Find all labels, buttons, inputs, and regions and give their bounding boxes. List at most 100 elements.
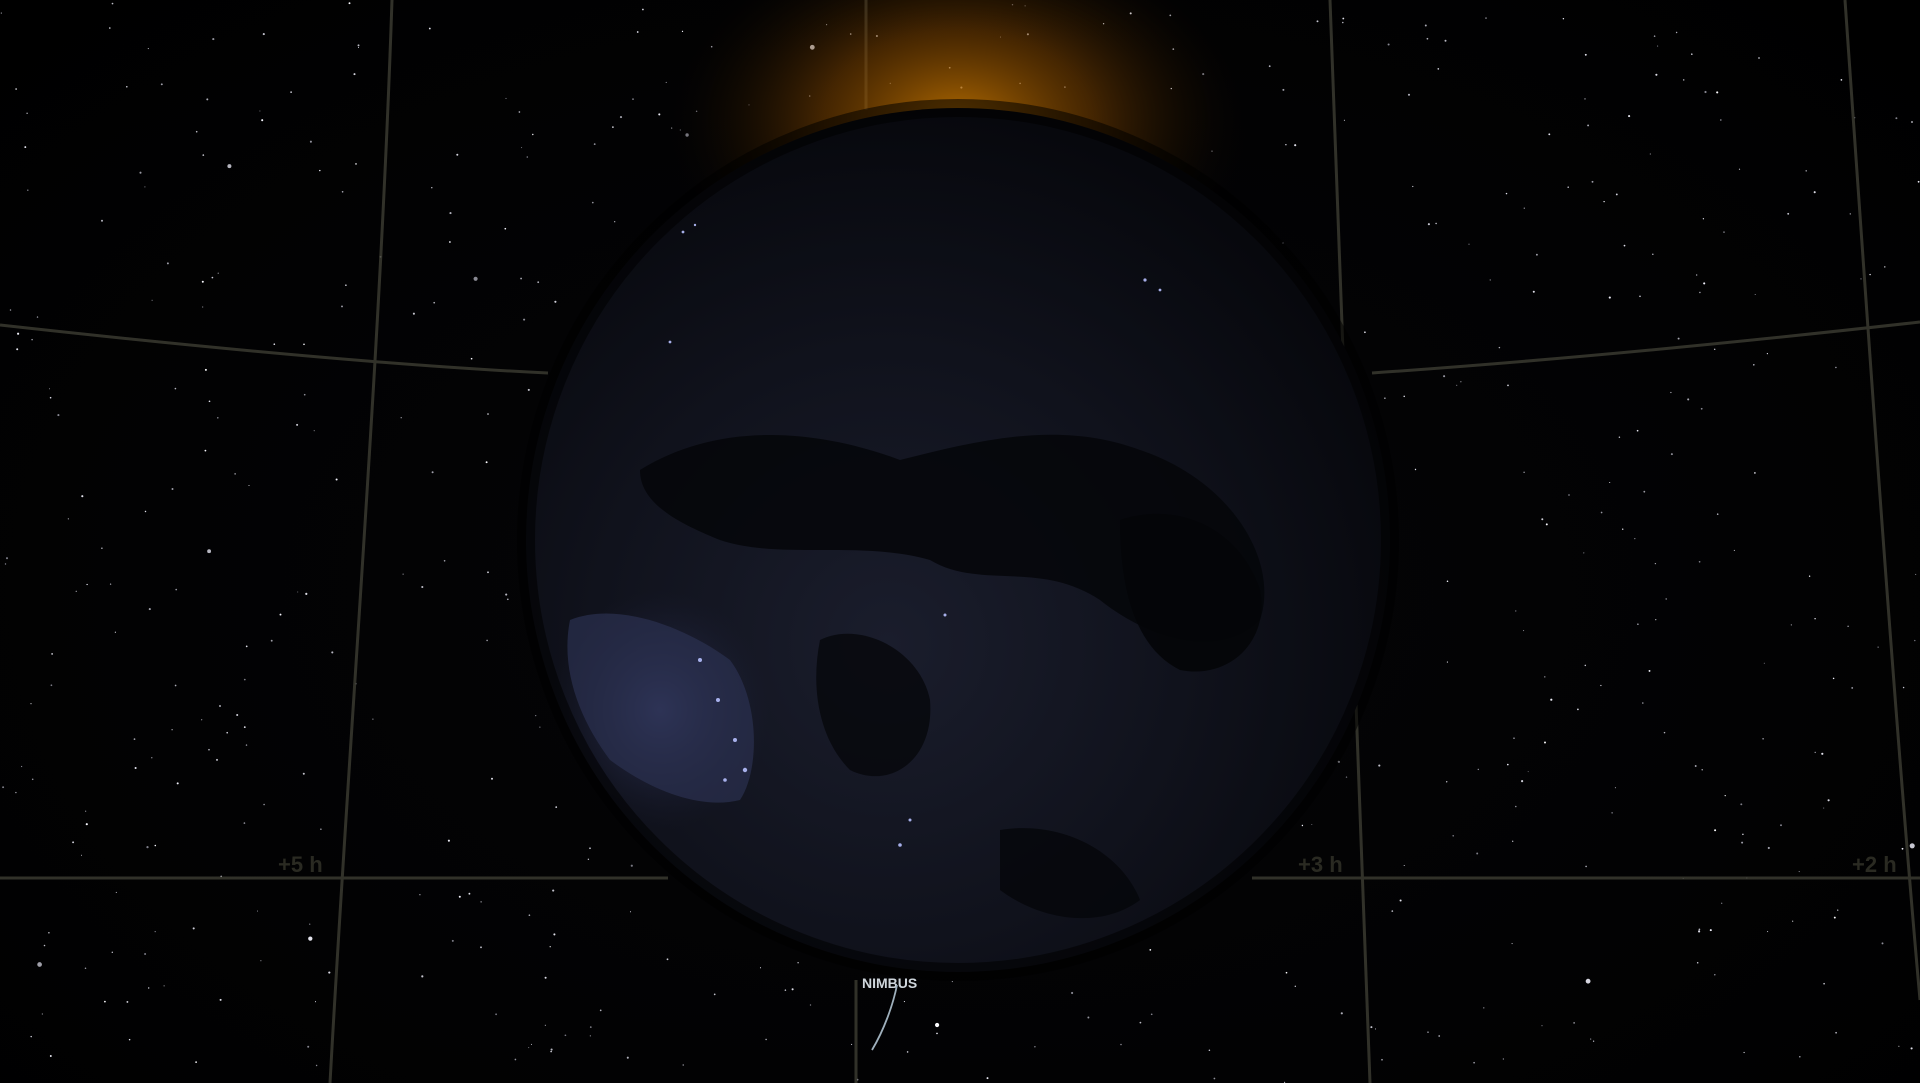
star (207, 549, 212, 554)
satellite-marker-icon[interactable]: NIMBUS (862, 975, 917, 1051)
star (151, 299, 153, 301)
star (1545, 523, 1548, 526)
star (218, 704, 222, 708)
star (1532, 290, 1535, 293)
star (1489, 279, 1491, 281)
star (1544, 676, 1546, 678)
star (1738, 168, 1741, 170)
star (16, 348, 19, 351)
star (1763, 662, 1765, 664)
star (505, 97, 507, 99)
star (1915, 573, 1917, 575)
star (1345, 776, 1348, 778)
star (148, 608, 151, 611)
star (589, 1026, 592, 1028)
star (1485, 17, 1487, 19)
star (520, 277, 523, 280)
star (208, 400, 211, 403)
star (270, 639, 273, 642)
star (1869, 273, 1871, 276)
star (1311, 823, 1313, 826)
star (1523, 630, 1525, 632)
star (1655, 619, 1657, 621)
star (1849, 213, 1852, 215)
star (614, 221, 616, 223)
star (1452, 834, 1455, 837)
star (1611, 812, 1613, 814)
star (30, 703, 32, 705)
star (1139, 1021, 1142, 1024)
star (248, 484, 250, 487)
star (226, 731, 228, 734)
star (1374, 1028, 1377, 1030)
star (84, 967, 87, 970)
star (550, 1050, 552, 1053)
star (109, 583, 112, 585)
star (174, 684, 177, 687)
star (216, 758, 218, 761)
star (487, 413, 489, 415)
star (1823, 982, 1825, 985)
star (428, 27, 431, 30)
star (1435, 222, 1437, 225)
star (49, 396, 52, 399)
star (211, 276, 214, 279)
star (1714, 974, 1716, 976)
star (227, 164, 232, 169)
star (1655, 73, 1658, 76)
star (421, 975, 424, 978)
star (1682, 79, 1685, 81)
star (1813, 191, 1816, 194)
star (449, 212, 452, 215)
star (1637, 623, 1639, 626)
star (1814, 617, 1816, 620)
star (1835, 366, 1837, 369)
star (713, 993, 716, 996)
star (144, 186, 146, 188)
star (111, 951, 113, 953)
star (1703, 282, 1706, 285)
star (27, 189, 29, 191)
star (219, 998, 222, 1001)
star (128, 1038, 131, 1041)
star (308, 936, 313, 941)
star (1675, 31, 1678, 34)
star (81, 495, 84, 498)
star (1342, 21, 1344, 24)
star (1628, 115, 1631, 118)
star (419, 894, 421, 896)
star (1443, 375, 1446, 378)
star (1512, 840, 1514, 842)
grid-hour-label: +2 h (1852, 852, 1897, 877)
star (1511, 943, 1513, 945)
star (1698, 560, 1701, 563)
star (1426, 37, 1429, 40)
star (1704, 90, 1707, 94)
star (951, 981, 953, 983)
star (1399, 899, 1402, 902)
earth-globe-icon[interactable] (517, 99, 1399, 981)
star (15, 791, 17, 794)
star (550, 1048, 553, 1051)
star (1608, 296, 1611, 299)
star (1071, 991, 1074, 995)
star (49, 1055, 52, 1057)
star (1282, 88, 1285, 91)
star (67, 518, 69, 520)
star (261, 119, 264, 122)
star (1840, 79, 1843, 81)
satellite-label[interactable]: NIMBUS (862, 975, 917, 991)
star (256, 910, 259, 912)
star (1515, 805, 1517, 808)
star (1446, 661, 1448, 663)
star (133, 738, 136, 740)
star (532, 133, 534, 136)
star (1741, 841, 1744, 844)
star (1573, 1022, 1575, 1024)
star (303, 393, 306, 396)
star (101, 547, 103, 550)
star (1391, 910, 1394, 912)
star (263, 803, 265, 806)
